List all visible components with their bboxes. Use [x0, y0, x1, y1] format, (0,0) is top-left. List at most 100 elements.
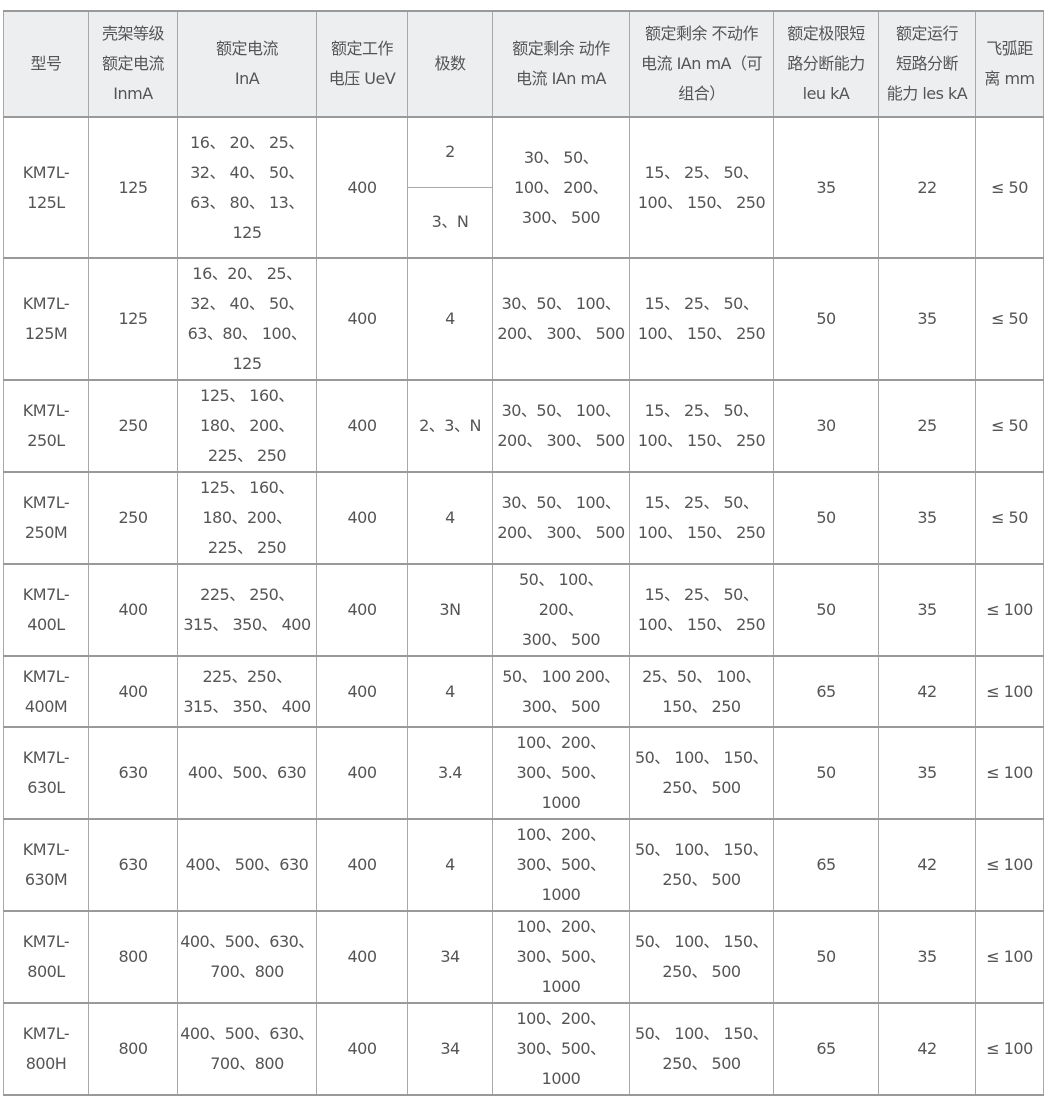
header-rated-current: 额定电流 InA — [177, 10, 317, 118]
cell-rated-voltage: 400 — [316, 563, 408, 657]
table-row: KM7L- 125L 125 16、 20、 25、 32、 40、 50、 63、… — [3, 116, 1044, 259]
cell-rated-current: 225、 250、 315、 350、 400 — [177, 563, 317, 657]
cell-rated-voltage: 400 — [316, 818, 408, 912]
cell-service-breaking: 22 — [878, 116, 976, 259]
cell-ultimate-breaking: 50 — [773, 726, 879, 820]
cell-service-breaking: 35 — [878, 257, 976, 381]
table-row: KM7L- 400L 400 225、 250、 315、 350、 400 400 3… — [3, 563, 1044, 657]
cell-rated-current: 400、500、630、 700、800 — [177, 1002, 317, 1096]
header-no-trip-current: 额定剩余 不动作 电流 IAn mA（可 组合） — [629, 10, 774, 118]
cell-no-trip-current: 50、 100、 150、 250、 500 — [629, 818, 774, 912]
cell-service-breaking: 42 — [878, 818, 976, 912]
cell-arc-distance: ≤ 50 — [975, 379, 1044, 473]
cell-service-breaking: 42 — [878, 1002, 976, 1096]
cell-poles: 3N — [407, 563, 493, 657]
cell-rated-current: 400、500、630 — [177, 726, 317, 820]
cell-service-breaking: 42 — [878, 655, 976, 728]
cell-no-trip-current: 15、 25、 50、 100、 150、 250 — [629, 471, 774, 565]
cell-no-trip-current: 25、50、 100、 150、 250 — [629, 655, 774, 728]
cell-poles: 4 — [407, 257, 493, 381]
cell-frame-current: 800 — [88, 1002, 178, 1096]
cell-poles: 4 — [407, 471, 493, 565]
cell-poles: 4 — [407, 818, 493, 912]
cell-trip-current: 50、 100 200、 300、 500 — [492, 655, 630, 728]
cell-no-trip-current: 15、 25、 50、 100、 150、 250 — [629, 379, 774, 473]
header-row: 型号 壳架等级 额定电流 InmA 额定电流 InA 额定工作 电压 UeV 极数 额定剩… — [3, 10, 1044, 118]
table-row: KM7L- 630L 630 400、500、630 400 3.4 100、200、 3… — [3, 726, 1044, 820]
table-subrow: 3、N — [4, 186, 1044, 259]
cell-rated-voltage: 400 — [316, 726, 408, 820]
cell-frame-current: 400 — [88, 563, 178, 657]
header-arc-distance: 飞弧距 离 mm — [975, 10, 1044, 118]
cell-poles: 3.4 — [407, 726, 493, 820]
cell-arc-distance: ≤ 100 — [975, 563, 1044, 657]
cell-frame-current: 400 — [88, 655, 178, 728]
header-frame-current: 壳架等级 额定电流 InmA — [88, 10, 178, 118]
table-row: KM7L- 630M 630 400、 500、630 400 4 100、200、 30… — [3, 818, 1044, 912]
cell-ultimate-breaking: 65 — [773, 1002, 879, 1096]
cell-trip-current: 30、 50、 100、 200、 300、 500 — [492, 116, 630, 259]
cell-trip-current: 100、200、 300、500、 1000 — [492, 910, 630, 1004]
cell-poles: 3、N — [407, 186, 493, 259]
table-row: KM7L- 125M 125 16、20、 25、 32、 40、 50、 63、8… — [3, 257, 1044, 381]
cell-model: KM7L- 630M — [3, 818, 89, 912]
cell-rated-current: 125、 160、 180、200、 225、 250 — [177, 471, 317, 565]
cell-trip-current: 50、 100、 200、 300、 500 — [492, 563, 630, 657]
cell-trip-current: 100、200、 300、500、 1000 — [492, 726, 630, 820]
cell-trip-current: 100、200、 300、500、 1000 — [492, 1002, 630, 1096]
cell-model: KM7L- 800H — [3, 1002, 89, 1096]
cell-rated-current: 16、 20、 25、 32、 40、 50、 63、 80、 13、 125 — [177, 116, 317, 259]
cell-no-trip-current: 50、 100、 150、 250、 500 — [629, 1002, 774, 1096]
cell-frame-current: 800 — [88, 910, 178, 1004]
cell-rated-voltage: 400 — [316, 116, 408, 259]
cell-service-breaking: 25 — [878, 379, 976, 473]
cell-ultimate-breaking: 50 — [773, 910, 879, 1004]
table-row: KM7L- 800L 800 400、500、630、 700、800 400 34 10… — [3, 910, 1044, 1004]
cell-ultimate-breaking: 50 — [773, 471, 879, 565]
cell-arc-distance: ≤ 100 — [975, 726, 1044, 820]
cell-frame-current: 250 — [88, 471, 178, 565]
cell-model: KM7L- 250M — [3, 471, 89, 565]
cell-trip-current: 100、200、 300、500、 1000 — [492, 818, 630, 912]
cell-no-trip-current: 50、 100、 150、 250、 500 — [629, 726, 774, 820]
cell-rated-current: 125、 160、 180、 200、 225、 250 — [177, 379, 317, 473]
cell-frame-current: 630 — [88, 726, 178, 820]
cell-service-breaking: 35 — [878, 471, 976, 565]
cell-poles: 2 — [407, 116, 493, 188]
cell-ultimate-breaking: 50 — [773, 257, 879, 381]
header-ultimate-breaking: 额定极限短 路分断能力 leu kA — [773, 10, 879, 118]
header-model: 型号 — [3, 10, 89, 118]
cell-rated-voltage: 400 — [316, 910, 408, 1004]
cell-ultimate-breaking: 65 — [773, 655, 879, 728]
table-row: KM7L- 400M 400 225、250、 315、 350、 400 400 4 5… — [3, 655, 1044, 728]
cell-rated-voltage: 400 — [316, 655, 408, 728]
cell-rated-voltage: 400 — [316, 471, 408, 565]
cell-frame-current: 125 — [88, 116, 178, 259]
cell-trip-current: 30、50、 100、 200、 300、 500 — [492, 379, 630, 473]
spec-table: 型号 壳架等级 额定电流 InmA 额定电流 InA 额定工作 电压 UeV 极数 额定剩… — [3, 10, 1044, 1096]
cell-rated-voltage: 400 — [316, 1002, 408, 1096]
cell-trip-current: 30、50、 100、 200、 300、 500 — [492, 257, 630, 381]
cell-rated-current: 16、20、 25、 32、 40、 50、 63、80、 100、 125 — [177, 257, 317, 381]
cell-frame-current: 630 — [88, 818, 178, 912]
header-poles: 极数 — [407, 10, 493, 118]
cell-poles: 2、3、N — [407, 379, 493, 473]
cell-service-breaking: 35 — [878, 563, 976, 657]
cell-arc-distance: ≤ 50 — [975, 471, 1044, 565]
cell-ultimate-breaking: 50 — [773, 563, 879, 657]
cell-rated-current: 400、500、630、 700、800 — [177, 910, 317, 1004]
cell-trip-current: 30、50、 100、 200、 300、 500 — [492, 471, 630, 565]
cell-no-trip-current: 15、 25、 50、 100、 150、 250 — [629, 257, 774, 381]
cell-rated-voltage: 400 — [316, 379, 408, 473]
header-rated-voltage: 额定工作 电压 UeV — [316, 10, 408, 118]
cell-frame-current: 250 — [88, 379, 178, 473]
cell-poles: 34 — [407, 1002, 493, 1096]
cell-rated-current: 225、250、 315、 350、 400 — [177, 655, 317, 728]
cell-poles: 34 — [407, 910, 493, 1004]
cell-model: KM7L- 250L — [3, 379, 89, 473]
cell-arc-distance: ≤ 50 — [975, 116, 1044, 259]
cell-arc-distance: ≤ 100 — [975, 1002, 1044, 1096]
cell-arc-distance: ≤ 50 — [975, 257, 1044, 381]
cell-no-trip-current: 50、 100、 150、 250、 500 — [629, 910, 774, 1004]
cell-rated-voltage: 400 — [316, 257, 408, 381]
